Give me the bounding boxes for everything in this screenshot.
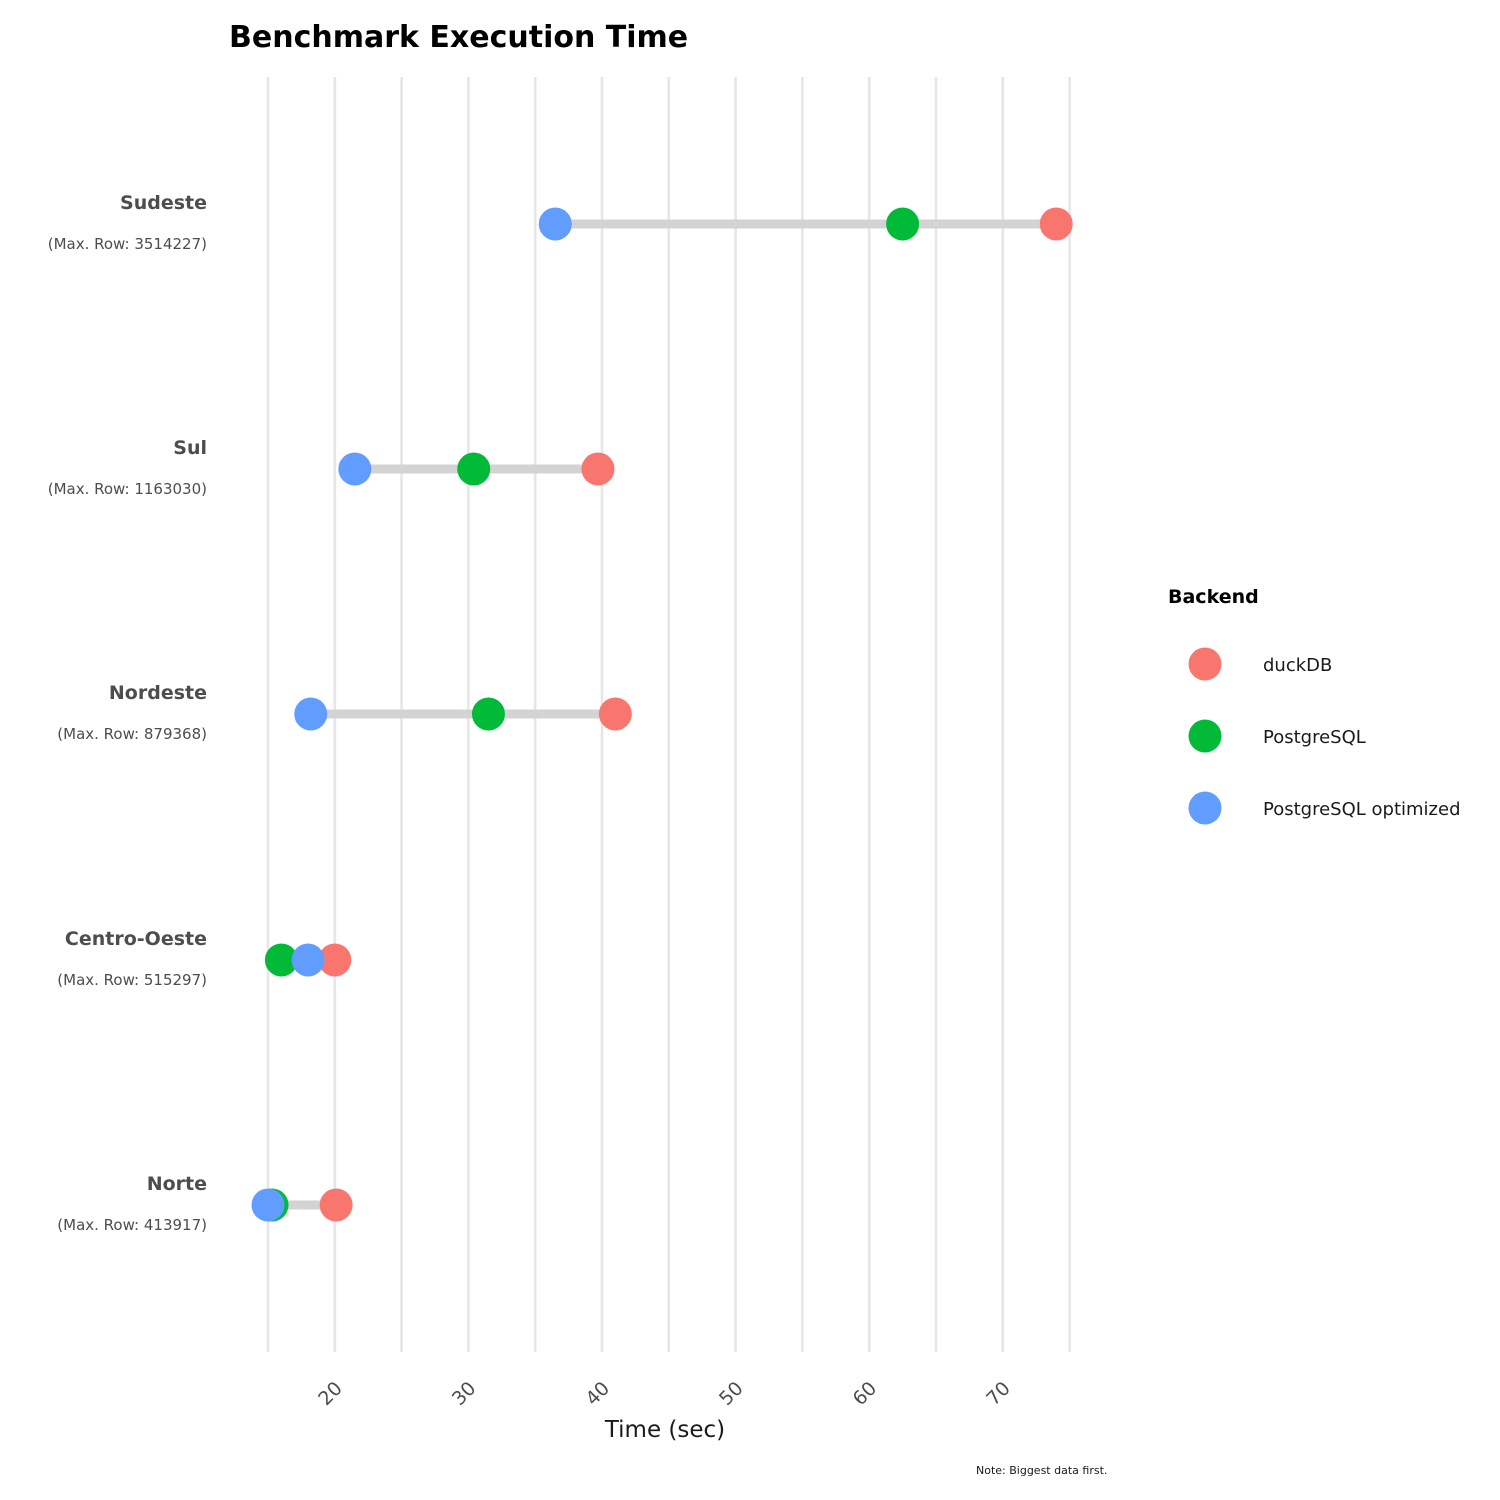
- legend: Backend duckDB PostgreSQL PostgreSQL optim…: [1168, 586, 1461, 825]
- point-duckdb-nordeste: [598, 697, 632, 731]
- legend-item-postgresql-optimized: PostgreSQL optimized: [1188, 791, 1461, 825]
- category-label: Sudeste: [120, 192, 207, 214]
- category-sublabel: (Max. Row: 515297): [57, 971, 207, 989]
- point-duckdb-sul: [581, 452, 615, 486]
- category-sublabel: (Max. Row: 413917): [57, 1216, 207, 1234]
- category-label: Nordeste: [109, 682, 207, 704]
- point-postgresql-optimized-centro-oeste: [291, 943, 325, 977]
- legend-label: PostgreSQL: [1263, 727, 1366, 748]
- point-duckdb-sudeste: [1039, 207, 1073, 241]
- legend-title: Backend: [1168, 586, 1259, 608]
- x-axis-label: Time (sec): [604, 1417, 725, 1443]
- legend-swatch: [1188, 647, 1222, 681]
- caption-note: Note: Biggest data first.: [976, 1464, 1107, 1477]
- point-postgresql-sul: [457, 452, 491, 486]
- x-tick-labels: 20 30 40 50 60 70: [314, 1377, 1015, 1410]
- legend-label: PostgreSQL optimized: [1263, 799, 1461, 820]
- chart-title: Benchmark Execution Time: [229, 20, 688, 55]
- category-sublabel: (Max. Row: 879368): [57, 725, 207, 743]
- legend-items: duckDB PostgreSQL PostgreSQL optimized: [1188, 647, 1461, 825]
- point-postgresql-optimized-sul: [338, 452, 372, 486]
- x-tick-label-20: 20: [314, 1377, 347, 1410]
- x-tick-label-50: 50: [715, 1377, 748, 1410]
- legend-item-duckdb: duckDB: [1188, 647, 1332, 681]
- legend-swatch: [1188, 719, 1222, 753]
- point-postgresql-sudeste: [886, 207, 920, 241]
- legend-label: duckDB: [1263, 655, 1332, 676]
- x-tick-label-60: 60: [849, 1377, 882, 1410]
- category-sublabel: (Max. Row: 1163030): [48, 480, 207, 498]
- point-duckdb-norte: [319, 1188, 353, 1222]
- x-tick-label-30: 30: [448, 1377, 481, 1410]
- category-label: Centro-Oeste: [65, 928, 207, 950]
- point-duckdb-centro-oeste: [318, 943, 352, 977]
- point-postgresql-centro-oeste: [264, 943, 298, 977]
- point-postgresql-optimized-sudeste: [538, 207, 572, 241]
- point-postgresql-optimized-norte: [251, 1188, 285, 1222]
- data-points: [251, 207, 1073, 1222]
- category-sublabel: (Max. Row: 3514227): [48, 235, 207, 253]
- legend-item-postgresql: PostgreSQL: [1188, 719, 1366, 753]
- grid-lines: [266, 77, 1071, 1352]
- category-label: Sul: [173, 437, 207, 459]
- point-postgresql-optimized-nordeste: [294, 697, 328, 731]
- legend-swatch: [1188, 791, 1222, 825]
- dumbbell-segments: [268, 219, 1057, 1210]
- category-label: Norte: [147, 1173, 207, 1195]
- point-postgresql-nordeste: [471, 697, 505, 731]
- x-tick-label-70: 70: [982, 1377, 1015, 1410]
- category-labels: Sudeste (Max. Row: 3514227) Sul (Max. Row: …: [48, 192, 207, 1234]
- x-tick-label-40: 40: [581, 1377, 614, 1410]
